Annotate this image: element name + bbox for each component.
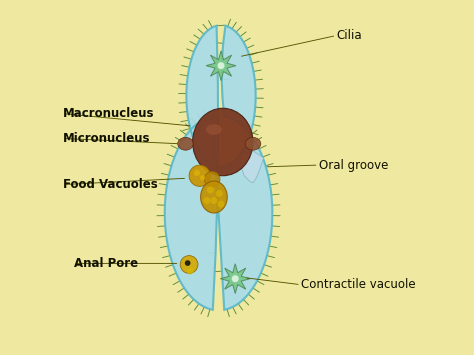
Polygon shape bbox=[206, 51, 236, 81]
Text: Anal Pore: Anal Pore bbox=[73, 257, 138, 270]
Text: Cilia: Cilia bbox=[337, 29, 362, 42]
Text: Micronucleus: Micronucleus bbox=[63, 132, 151, 145]
Ellipse shape bbox=[178, 137, 193, 150]
Circle shape bbox=[218, 201, 225, 208]
Circle shape bbox=[194, 170, 200, 176]
Circle shape bbox=[189, 165, 210, 186]
Ellipse shape bbox=[192, 108, 253, 176]
Circle shape bbox=[232, 275, 239, 282]
Circle shape bbox=[180, 256, 198, 273]
Ellipse shape bbox=[245, 137, 261, 150]
Ellipse shape bbox=[206, 124, 222, 135]
Circle shape bbox=[203, 197, 210, 204]
Circle shape bbox=[207, 186, 214, 193]
Polygon shape bbox=[240, 151, 264, 183]
Polygon shape bbox=[220, 264, 250, 294]
Polygon shape bbox=[165, 26, 273, 310]
Circle shape bbox=[218, 62, 225, 69]
Text: Contractile vacuole: Contractile vacuole bbox=[301, 278, 416, 291]
Circle shape bbox=[210, 197, 218, 204]
Text: Macronucleus: Macronucleus bbox=[63, 107, 155, 120]
Circle shape bbox=[187, 267, 194, 274]
Text: Oral groove: Oral groove bbox=[319, 159, 388, 171]
Ellipse shape bbox=[201, 181, 227, 213]
Text: Food Vacuoles: Food Vacuoles bbox=[63, 178, 158, 191]
Circle shape bbox=[185, 260, 191, 266]
Circle shape bbox=[200, 175, 205, 180]
Circle shape bbox=[204, 171, 220, 187]
Circle shape bbox=[216, 190, 223, 197]
